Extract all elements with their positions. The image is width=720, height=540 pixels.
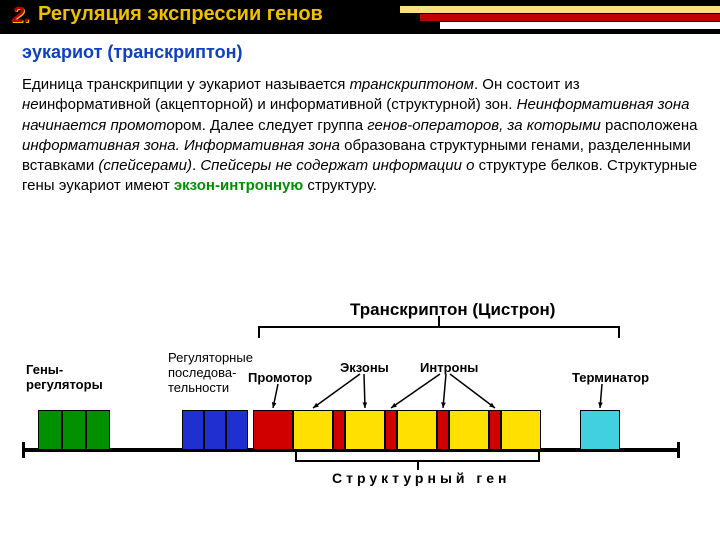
t3: . Он состоит из (474, 76, 580, 93)
t7: ром. Далее следует группа (175, 117, 368, 134)
label-top_label: Транскриптон (Цистрон) (350, 300, 555, 320)
t12: (спейсерами) (98, 157, 192, 174)
stripe-group (400, 0, 720, 34)
label-struct-gene: Структурный ген (332, 470, 510, 486)
label-terminator: Терминатор (572, 370, 649, 385)
transcripton-diagram: Транскриптон (Цистрон) Гены- регуляторы Ре… (20, 300, 700, 520)
t5: информативной (акцепторной) и информатив… (39, 96, 517, 113)
label-introns: Интроны (420, 360, 478, 375)
label-promoter: Промотор (248, 370, 312, 385)
t4: не (22, 96, 39, 113)
title-number: 2. (12, 2, 30, 28)
t14: Спейсеры не содержат информации о (200, 157, 474, 174)
title-text: Регуляция экспрессии генов (38, 3, 323, 26)
t10: информативная зона. Информативная зона (22, 137, 340, 154)
t16: экзон-интронную (174, 177, 303, 194)
title-bar: 2. Регуляция экспрессии генов (0, 0, 720, 34)
t8: генов-операторов, за которыми (367, 117, 601, 134)
t2: транскриптоном (350, 76, 474, 93)
label-genes_reg: Гены- регуляторы (26, 362, 103, 392)
label-reg_seq: Регуляторные последова- тельности (168, 350, 253, 395)
label-exons: Экзоны (340, 360, 389, 375)
subtitle: эукариот (транскриптон) (0, 34, 720, 69)
t1: Единица транскрипции у эукариот называет… (22, 76, 350, 93)
t17: структуру. (303, 177, 377, 194)
body-text: Единица транскрипции у эукариот называет… (0, 69, 720, 197)
t9: расположена (601, 117, 698, 134)
